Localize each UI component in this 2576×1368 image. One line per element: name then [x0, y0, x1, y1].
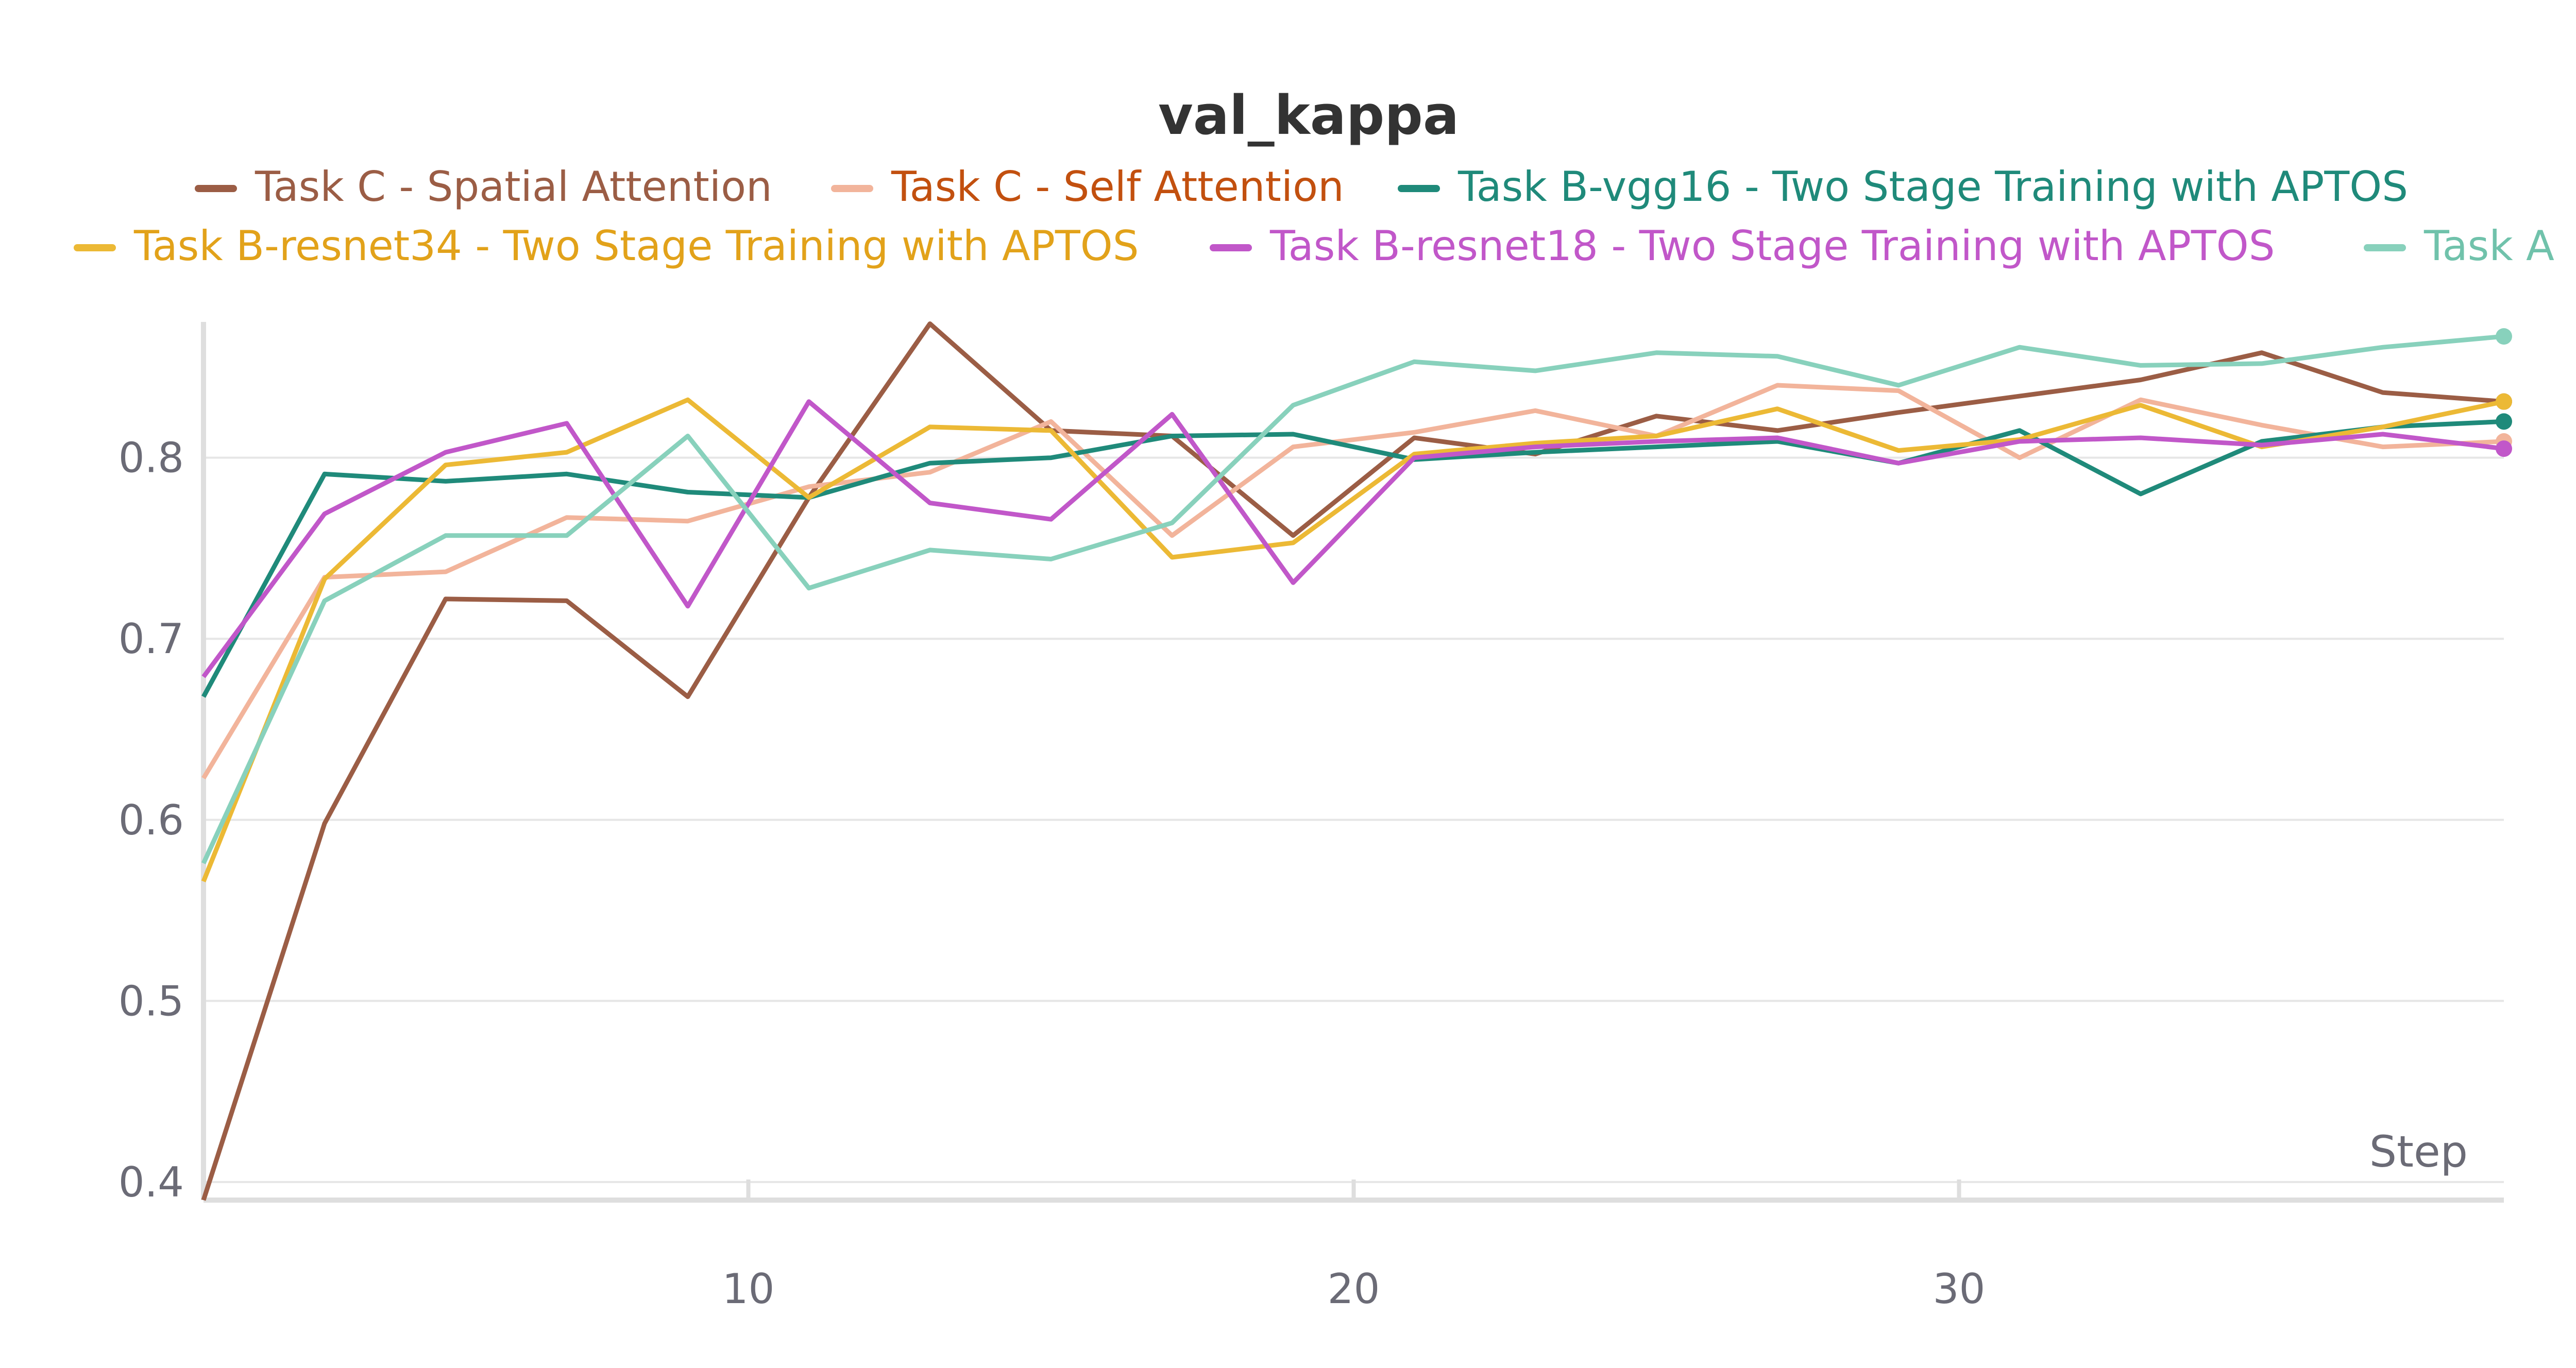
legend-label: Task B-vgg16 - Two Stage Training with A…	[1458, 163, 2408, 211]
series-line	[201, 399, 2504, 678]
series-end-marker	[2496, 440, 2512, 457]
legend-label: Task B-resnet18 - Two Stage Training wit…	[1269, 222, 2275, 270]
series-end-marker	[2496, 413, 2512, 430]
series-line	[201, 419, 2504, 698]
series-line	[201, 383, 2504, 780]
series-end-marker	[2496, 328, 2512, 345]
series-lines	[201, 321, 2512, 1201]
legend-label: Task B-resnet34 - Two Stage Training wit…	[133, 222, 1139, 270]
y-tick-label: 0.5	[118, 977, 184, 1025]
x-tick-label: 10	[722, 1265, 775, 1313]
legend-label: Task C - Self Attention	[891, 163, 1344, 211]
chart-title: val_kappa	[1158, 84, 1459, 147]
legend: Task C - Spatial Attention Task C - Self …	[74, 163, 2554, 270]
grid: 0.4 0.5 0.6 0.7 0.8	[118, 434, 2504, 1206]
y-tick-label: 0.4	[118, 1158, 184, 1206]
x-tick-label: 30	[1933, 1265, 1986, 1313]
y-tick-label: 0.8	[118, 434, 184, 482]
y-tick-label: 0.7	[118, 615, 184, 663]
series-end-marker	[2496, 393, 2512, 410]
x-tick-label: 20	[1328, 1265, 1380, 1313]
x-axis-label: Step	[2369, 1126, 2468, 1177]
series-line	[201, 334, 2504, 864]
series-line	[201, 321, 2504, 1201]
series-line	[201, 397, 2504, 882]
y-tick-label: 0.6	[118, 796, 184, 844]
legend-label: Task A	[2424, 222, 2554, 270]
legend-label: Task C - Spatial Attention	[255, 163, 772, 211]
axes: 10 20 30	[201, 322, 2504, 1313]
